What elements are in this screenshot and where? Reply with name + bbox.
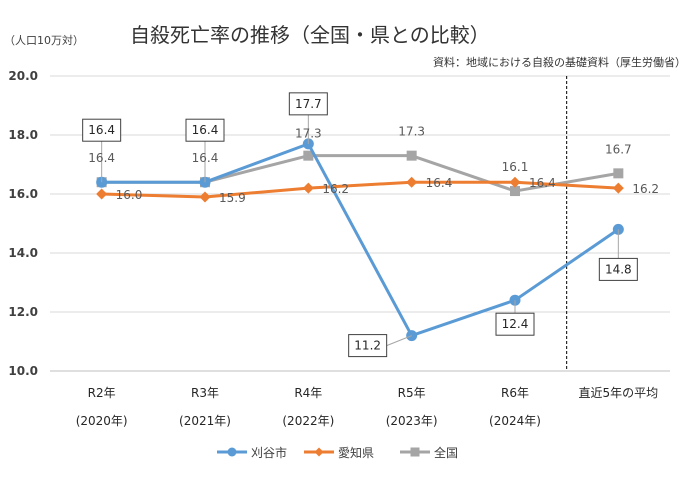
x-tick-label: R5年: [398, 386, 426, 400]
gridlines: [50, 75, 670, 372]
data-label-box: [495, 312, 535, 336]
source-note: 資料：地域における自殺の基礎資料（厚生労働省）: [433, 55, 686, 69]
data-label-box: [82, 118, 122, 142]
label-leader-line: [386, 335, 412, 347]
x-tick-sublabel: (2024年): [489, 414, 541, 428]
data-label: 17.3: [398, 125, 425, 139]
legend-item-aichi: 愛知県: [304, 446, 374, 460]
legend-label: 刈谷市: [251, 445, 287, 460]
legend-label: 愛知県: [338, 446, 374, 460]
y-axis: 10.0 12.0 14.0 16.0 18.0 20.0: [8, 69, 38, 378]
data-point: [406, 150, 417, 161]
series-aichi: [96, 176, 624, 203]
data-label: 16.1: [502, 160, 529, 174]
series-line: [101, 142, 620, 338]
data-point: [302, 182, 314, 194]
data-point: [96, 188, 108, 200]
legend-swatch-marker: [314, 447, 324, 457]
data-point: [406, 176, 418, 188]
data-label: 16.7: [605, 142, 632, 156]
legend-swatch-marker: [410, 447, 420, 457]
series-kariya: [96, 138, 624, 342]
data-label: 16.4: [192, 123, 219, 137]
y-tick-label: 16.0: [8, 187, 38, 201]
data-point: [303, 150, 314, 161]
y-tick-label: 20.0: [8, 69, 38, 83]
y-tick-label: 14.0: [8, 246, 38, 260]
chart-title: 自殺死亡率の推移（全国・県との比較）: [130, 23, 490, 47]
x-tick-label: R3年: [191, 386, 219, 400]
data-label: 16.4: [88, 151, 115, 165]
x-tick-label: 直近5年の平均: [579, 386, 659, 400]
x-tick-label: R6年: [501, 386, 529, 400]
data-label-box: [288, 92, 328, 116]
x-tick-sublabel: (2021年): [179, 414, 231, 428]
y-tick-label: 10.0: [8, 364, 38, 378]
data-label: 16.4: [529, 176, 556, 190]
legend: 刈谷市 愛知県 全国: [217, 445, 458, 460]
data-label: 14.8: [605, 262, 632, 276]
x-tick-sublabel: (2023年): [386, 414, 438, 428]
data-label-box: [348, 334, 388, 358]
data-point: [612, 182, 624, 194]
data-label: 16.0: [116, 188, 143, 202]
x-tick-label: R2年: [88, 386, 116, 400]
data-label: 17.7: [295, 97, 322, 111]
legend-item-national: 全国: [400, 445, 458, 460]
data-label: 17.3: [295, 127, 322, 141]
data-label: 16.2: [632, 182, 659, 196]
data-label: 11.2: [354, 339, 381, 353]
y-tick-label: 18.0: [8, 128, 38, 142]
x-tick-sublabel: (2022年): [282, 414, 334, 428]
data-label: 16.4: [426, 176, 453, 190]
data-label: 16.2: [322, 182, 349, 196]
x-tick-label: R4年: [294, 386, 322, 400]
series-line: [101, 180, 619, 199]
data-label: 16.4: [192, 151, 219, 165]
data-point: [509, 176, 521, 188]
x-tick-sublabel: (2020年): [76, 414, 128, 428]
data-label: 15.9: [219, 191, 246, 205]
data-label: 12.4: [502, 317, 529, 331]
x-axis: R2年 (2020年) R3年 (2021年) R4年 (2022年) R5年 (2023年)…: [76, 386, 658, 428]
data-label: 16.4: [88, 123, 115, 137]
y-tick-label: 12.0: [8, 305, 38, 319]
legend-item-kariya: 刈谷市: [217, 445, 287, 460]
data-label-box: [185, 118, 225, 142]
legend-label: 全国: [434, 445, 458, 460]
data-point: [613, 168, 624, 179]
data-label-box: [598, 257, 638, 281]
y-unit-label: （人口10万対）: [4, 33, 84, 47]
data-point: [510, 186, 520, 197]
data-point: [199, 191, 211, 203]
legend-swatch-marker: [227, 447, 237, 457]
